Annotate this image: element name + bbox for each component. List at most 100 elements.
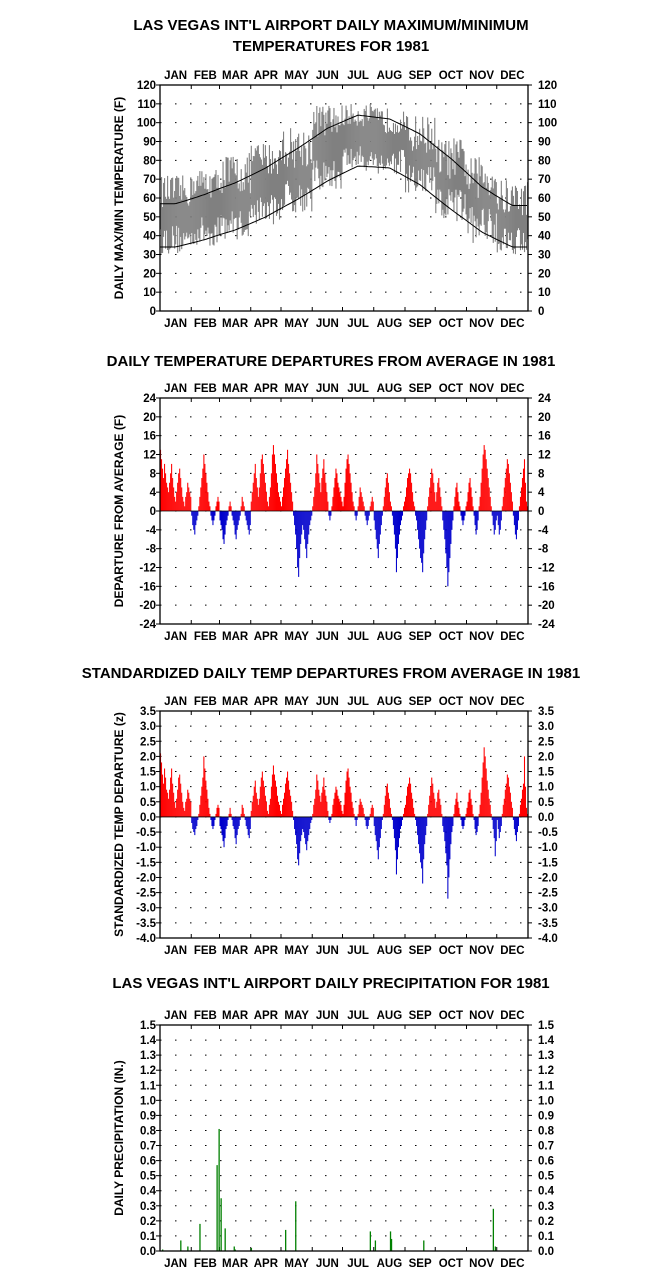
departure-bar — [317, 463, 319, 511]
departure-bar — [518, 813, 520, 817]
departure-bar — [496, 816, 498, 820]
y-tick-left: -0.5 — [136, 827, 156, 839]
month-label-bottom: APR — [254, 318, 279, 330]
departure-bar — [326, 492, 328, 511]
departure-bar — [315, 789, 317, 817]
day-range-bar — [345, 105, 347, 149]
month-label-bottom: MAR — [222, 318, 249, 330]
departure-bar — [438, 789, 440, 817]
y-tick-right: 0.4 — [538, 1186, 555, 1198]
chart-title: LAS VEGAS INT'L AIRPORT DAILY MAXIMUM/MI… — [133, 17, 528, 34]
departure-bar — [521, 789, 524, 817]
day-range-bar — [169, 198, 171, 250]
day-range-bar — [182, 175, 184, 246]
month-label-bottom: OCT — [439, 1258, 463, 1270]
departure-bar — [364, 816, 366, 820]
day-range-bar — [460, 140, 462, 192]
departure-bar — [367, 816, 369, 827]
y-tick-right: 0.1 — [538, 1231, 555, 1243]
departure-bar — [254, 780, 256, 817]
departure-bar — [219, 511, 221, 521]
departure-bar — [350, 482, 352, 511]
departure-bar — [280, 506, 283, 511]
precip-bar — [285, 1229, 287, 1251]
day-range-bar — [331, 131, 333, 187]
departure-bar — [465, 813, 467, 817]
day-range-bar — [425, 142, 427, 192]
departure-bar — [300, 816, 302, 842]
departure-bar — [187, 789, 189, 817]
departure-bar — [179, 468, 181, 511]
departure-bar — [485, 459, 487, 511]
day-range-bar — [215, 170, 217, 227]
departure-bar — [478, 813, 480, 817]
day-range-bar — [170, 179, 172, 249]
day-range-bar — [314, 123, 316, 182]
day-range-bar — [387, 131, 389, 163]
departure-bar — [287, 771, 289, 817]
departure-bar — [411, 482, 413, 511]
day-range-bar — [362, 126, 364, 158]
month-label-top: AUG — [377, 70, 403, 82]
y-tick-right: 1.0 — [538, 1095, 554, 1107]
y-tick-right: -1.5 — [538, 857, 558, 869]
departure-bar — [323, 777, 325, 817]
departure-bar — [271, 774, 273, 817]
month-label-top: JAN — [164, 1010, 187, 1022]
departure-bar — [179, 774, 181, 817]
departure-bar — [171, 768, 173, 817]
departure-bar — [347, 454, 349, 511]
y-tick-left: -1.0 — [136, 842, 156, 854]
departure-bar — [376, 511, 378, 549]
departure-bar — [252, 795, 254, 817]
departure-bar — [317, 780, 319, 817]
day-range-bar — [271, 151, 274, 200]
day-range-bar — [307, 164, 309, 188]
departure-bar — [268, 496, 270, 511]
departure-bar — [176, 798, 178, 817]
departure-bar — [186, 492, 188, 511]
month-label-bottom: MAY — [284, 318, 309, 330]
departure-bar — [316, 454, 318, 511]
day-range-bar — [400, 128, 403, 150]
departure-bar — [280, 813, 283, 817]
departure-bar — [429, 795, 431, 817]
day-range-bar — [477, 197, 479, 227]
departure-bar — [277, 492, 280, 511]
departure-bar — [511, 501, 513, 511]
departure-bar — [178, 473, 180, 511]
departure-bar — [452, 816, 454, 827]
departure-bar — [298, 511, 300, 577]
departure-bar — [439, 487, 441, 511]
departure-bar — [410, 473, 412, 511]
day-range-bar — [171, 178, 173, 248]
departure-bar — [409, 777, 411, 817]
day-range-bar — [452, 169, 454, 203]
departure-bar — [215, 506, 217, 511]
departure-bar — [230, 506, 232, 511]
y-tick-left: 0.9 — [140, 1110, 156, 1122]
departure-bar — [169, 789, 171, 817]
month-label-top: OCT — [439, 696, 463, 708]
day-range-bar — [348, 116, 350, 164]
day-range-bar — [375, 116, 377, 159]
departure-bar — [319, 795, 321, 817]
departure-bar — [497, 511, 499, 526]
day-range-bar — [300, 156, 302, 206]
y-tick-right: -3.5 — [538, 918, 558, 930]
departure-bar — [202, 777, 204, 817]
day-range-bar — [258, 154, 260, 220]
departure-bar — [305, 511, 307, 549]
departure-bar — [402, 813, 405, 817]
departure-bar — [393, 816, 395, 839]
day-range-bar — [177, 177, 179, 253]
departure-bar — [464, 511, 466, 516]
departure-bar — [390, 813, 392, 817]
y-tick-left: -16 — [139, 581, 156, 593]
departure-bar — [515, 511, 517, 540]
departure-bar — [187, 482, 189, 511]
departure-bar — [330, 511, 332, 516]
month-label-bottom: APR — [254, 631, 279, 643]
y-tick-left: 120 — [137, 80, 156, 92]
day-range-bar — [399, 119, 402, 172]
